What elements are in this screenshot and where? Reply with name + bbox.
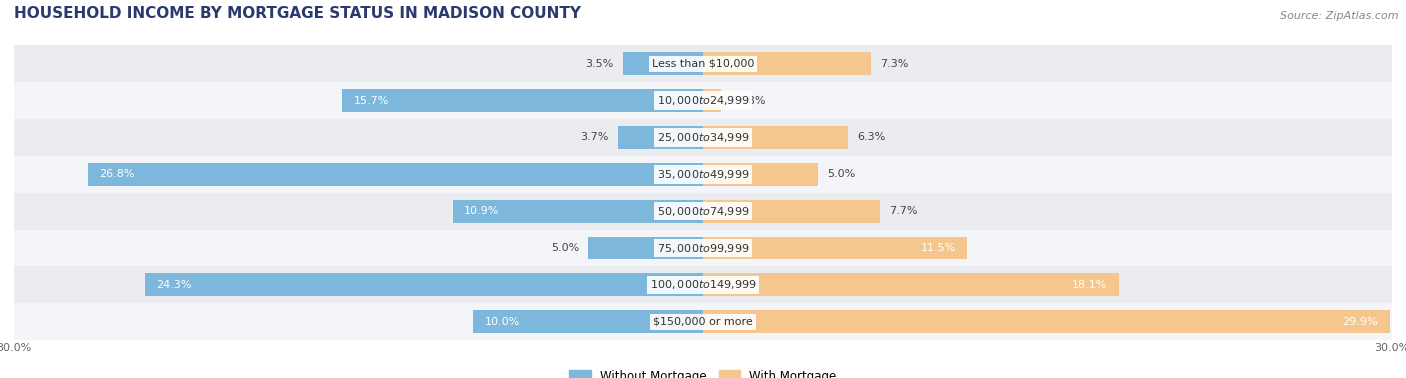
Text: 7.3%: 7.3% bbox=[880, 59, 908, 69]
Bar bbox=[623, 53, 703, 75]
Text: 18.1%: 18.1% bbox=[1071, 280, 1107, 290]
Text: 15.7%: 15.7% bbox=[354, 96, 389, 105]
Bar bbox=[14, 266, 1392, 303]
Bar bbox=[703, 53, 870, 75]
Bar bbox=[14, 82, 1392, 119]
Text: Less than $10,000: Less than $10,000 bbox=[652, 59, 754, 69]
Bar bbox=[453, 200, 703, 223]
Bar bbox=[703, 274, 1119, 296]
Bar bbox=[703, 163, 818, 186]
Bar bbox=[703, 126, 848, 149]
Text: 10.0%: 10.0% bbox=[485, 317, 520, 327]
Text: $100,000 to $149,999: $100,000 to $149,999 bbox=[650, 279, 756, 291]
Text: 3.5%: 3.5% bbox=[585, 59, 613, 69]
Text: 5.0%: 5.0% bbox=[551, 243, 579, 253]
Bar bbox=[14, 45, 1392, 82]
Text: HOUSEHOLD INCOME BY MORTGAGE STATUS IN MADISON COUNTY: HOUSEHOLD INCOME BY MORTGAGE STATUS IN M… bbox=[14, 6, 581, 22]
Bar bbox=[343, 89, 703, 112]
Bar bbox=[703, 200, 880, 223]
Bar bbox=[703, 237, 967, 259]
Text: 6.3%: 6.3% bbox=[856, 133, 886, 143]
Bar bbox=[619, 126, 703, 149]
Bar bbox=[14, 230, 1392, 266]
Text: $10,000 to $24,999: $10,000 to $24,999 bbox=[657, 94, 749, 107]
Text: 0.78%: 0.78% bbox=[730, 96, 766, 105]
Text: $50,000 to $74,999: $50,000 to $74,999 bbox=[657, 205, 749, 218]
Text: $35,000 to $49,999: $35,000 to $49,999 bbox=[657, 168, 749, 181]
Text: 29.9%: 29.9% bbox=[1343, 317, 1378, 327]
Legend: Without Mortgage, With Mortgage: Without Mortgage, With Mortgage bbox=[565, 365, 841, 378]
Bar bbox=[87, 163, 703, 186]
Bar bbox=[703, 89, 721, 112]
Bar bbox=[588, 237, 703, 259]
Text: 24.3%: 24.3% bbox=[156, 280, 193, 290]
Bar bbox=[145, 274, 703, 296]
Bar bbox=[14, 193, 1392, 230]
Bar bbox=[14, 156, 1392, 193]
Text: $25,000 to $34,999: $25,000 to $34,999 bbox=[657, 131, 749, 144]
Text: 3.7%: 3.7% bbox=[581, 133, 609, 143]
Text: $150,000 or more: $150,000 or more bbox=[654, 317, 752, 327]
Text: 5.0%: 5.0% bbox=[827, 169, 855, 179]
Bar bbox=[14, 119, 1392, 156]
Text: 7.7%: 7.7% bbox=[889, 206, 918, 216]
Bar bbox=[703, 310, 1389, 333]
Text: $75,000 to $99,999: $75,000 to $99,999 bbox=[657, 242, 749, 254]
Bar bbox=[14, 303, 1392, 340]
Text: Source: ZipAtlas.com: Source: ZipAtlas.com bbox=[1281, 11, 1399, 21]
Text: 11.5%: 11.5% bbox=[921, 243, 956, 253]
Bar bbox=[474, 310, 703, 333]
Text: 26.8%: 26.8% bbox=[98, 169, 135, 179]
Text: 10.9%: 10.9% bbox=[464, 206, 499, 216]
